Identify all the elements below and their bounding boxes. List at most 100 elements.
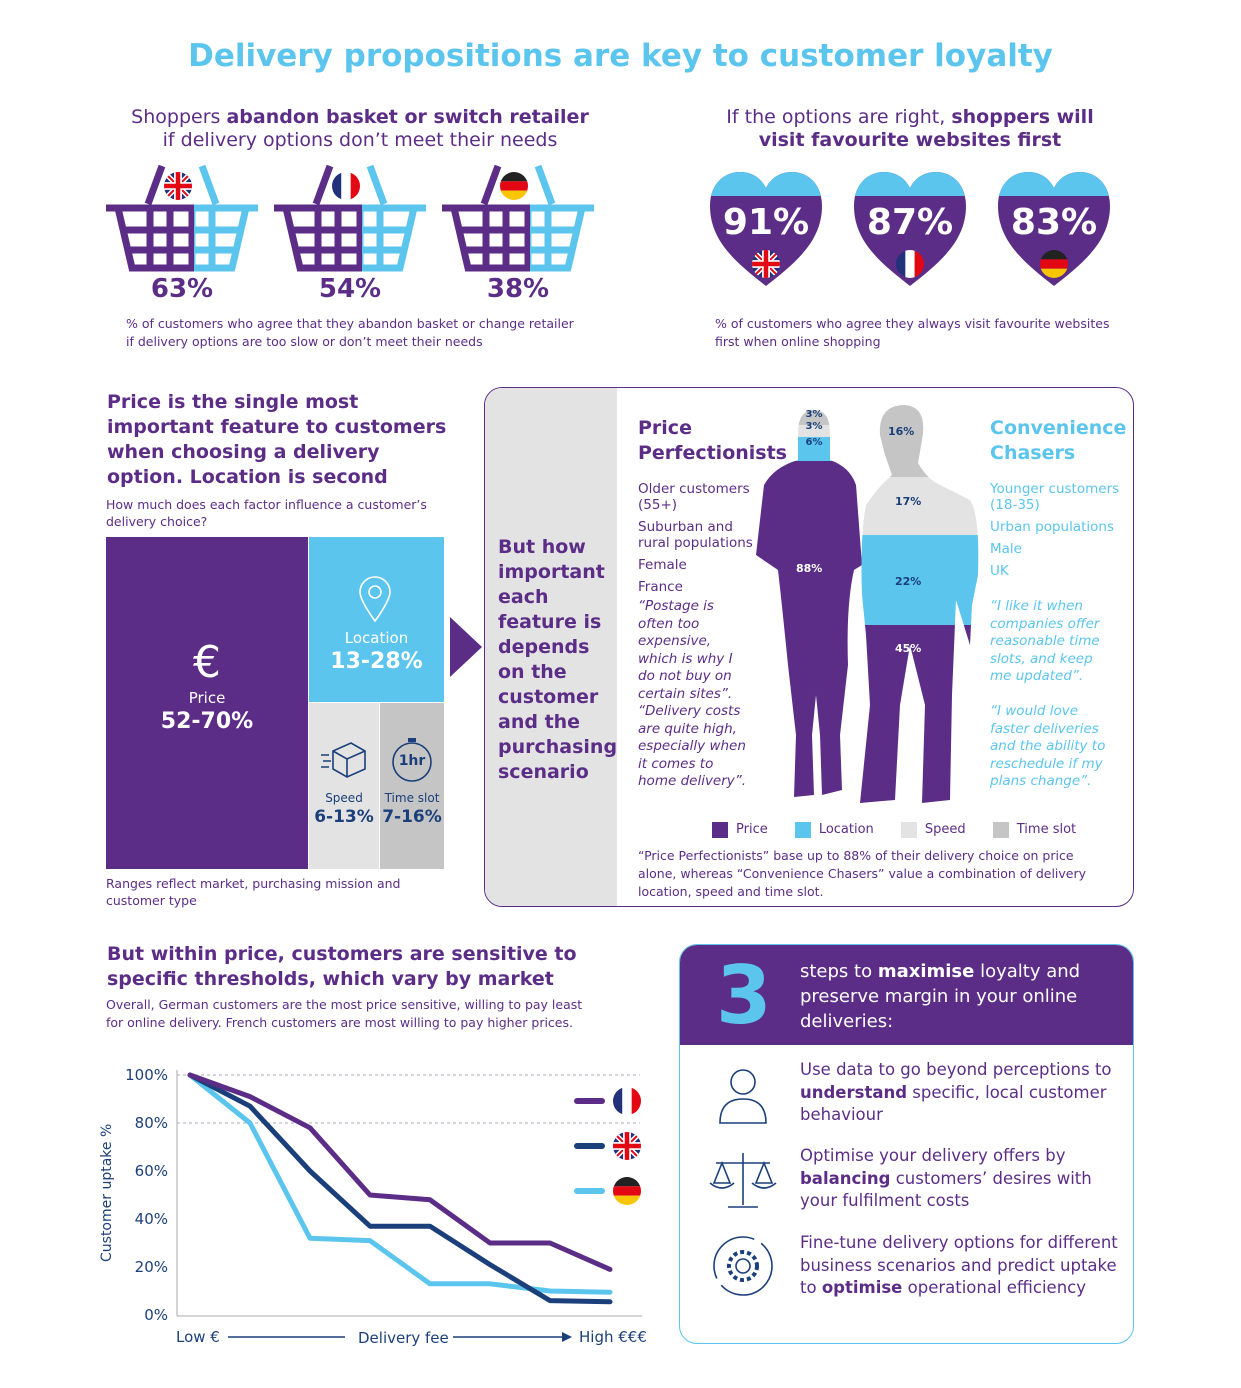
axis-arrowhead [562, 1332, 572, 1342]
pp-quote: “Delivery costs are quite high, especial… [638, 703, 747, 789]
legend-label: Price [736, 822, 768, 837]
factors-note: Ranges reflect market, purchasing missio… [106, 876, 401, 908]
x-low-label: Low € [176, 1328, 220, 1346]
man-time-slot-band [860, 405, 979, 477]
cc-trait: UK [990, 563, 1009, 579]
silhouettes [756, 405, 979, 803]
heart-uk: 91% [708, 172, 824, 288]
germany-flag [1040, 250, 1068, 282]
series-line-uk [187, 1072, 613, 1305]
pp-trait: Female [638, 557, 687, 573]
series-line-germany [187, 1072, 613, 1295]
y-tick-label: 100% [125, 1066, 168, 1084]
cc-traits: Younger customers (18-35) Urban populati… [990, 481, 1120, 585]
stopwatch-text: 1hr [398, 753, 426, 769]
segments-legend: Price Location Speed Time slot [712, 819, 1076, 838]
x-high-label: High €€€ [579, 1328, 647, 1346]
basket-uk: 63% [106, 160, 258, 310]
y-tick-label: 60% [135, 1162, 168, 1180]
treemap-location: Location 13-28% [309, 537, 444, 702]
cc-price-share: 45% [895, 642, 922, 655]
legend-label: Time slot [1016, 822, 1077, 837]
cc-location-share: 22% [895, 575, 922, 588]
cc-quote: “I would love faster deliveries and the … [990, 703, 1106, 789]
abandon-heading: Shoppers abandon basket or switch retail… [131, 106, 589, 151]
abandon-caption: % of customers who agree that they aband… [126, 316, 574, 349]
basket-germany: 38% [442, 160, 594, 310]
uk-flag [752, 250, 780, 282]
legend-label: Location [818, 822, 874, 837]
germany-flag [500, 172, 528, 204]
segments-footnote: “Price Perfectionists” base up to 88% of… [638, 848, 1087, 899]
y-tick-label: 20% [135, 1258, 168, 1276]
time-slot-range: 7-16% [382, 807, 442, 827]
abandon-percent: 63% [150, 274, 214, 304]
speed-range: 6-13% [314, 807, 374, 827]
france-flag [332, 172, 360, 204]
price-range: 52-70% [160, 709, 254, 734]
gear-cycle-icon [713, 1236, 773, 1296]
cc-trait: Male [990, 541, 1022, 557]
factors-heading: Price is the single most important featu… [107, 391, 447, 488]
step-3: Fine-tune delivery options for different… [800, 1233, 1118, 1297]
pp-time-slot-share: 3% [805, 409, 823, 420]
person-icon [719, 1069, 767, 1124]
france-flag [896, 250, 924, 282]
pp-title: Price Perfectionists [638, 417, 787, 464]
basket-france: 54% [274, 160, 426, 310]
steps-header: 3 steps to maximise loyalty and preserve… [680, 945, 1133, 1045]
series-line-france [187, 1072, 613, 1272]
heart-icon [998, 172, 1110, 286]
speed-label: Speed [325, 791, 363, 805]
euro-icon: € [193, 637, 221, 688]
treemap-time-slot: 1hr Time slot 7-16% [380, 703, 444, 869]
loyalty-percent: 83% [1010, 202, 1098, 243]
step-2: Optimise your delivery offers by balanci… [800, 1146, 1092, 1210]
stopwatch-icon [392, 738, 432, 782]
cc-title: Convenience Chasers [990, 417, 1127, 464]
y-tick-label: 0% [144, 1306, 168, 1324]
y-tick-label: 40% [135, 1210, 168, 1228]
y-axis-label: Customer uptake % [99, 1123, 115, 1262]
thresholds-sub: Overall, German customers are the most p… [106, 997, 583, 1030]
pp-quote: “Postage is often too expensive, which i… [638, 598, 733, 702]
heart-germany: 83% [996, 172, 1112, 288]
loyalty-heading: If the options are right, shoppers will v… [726, 106, 1094, 151]
cc-time-slot-share: 16% [888, 425, 915, 438]
location-label: Location [344, 629, 409, 647]
pp-trait: France [638, 579, 683, 595]
legend-label: Speed [924, 822, 966, 837]
y-tick-label: 80% [135, 1114, 168, 1132]
location-pin-icon [359, 576, 391, 623]
loyalty-percent: 87% [866, 202, 954, 243]
steps-panel: 3 steps to maximise loyalty and preserve… [679, 944, 1134, 1344]
pp-speed-share: 3% [805, 421, 823, 432]
panel-side [485, 388, 617, 906]
france-flag [613, 1087, 641, 1115]
legend-swatch-price [712, 821, 728, 838]
pp-trait: Older customers (55+) [638, 481, 750, 513]
pp-share-stack: 3% 3% 6% [800, 409, 828, 449]
legend-swatch-location [794, 821, 811, 838]
cc-quote: “I like it when companies offer reasonab… [990, 598, 1100, 684]
uptake-line-chart: 0% 20% 40% 60% 80% 100% [125, 1066, 642, 1342]
basket-icon [442, 164, 594, 272]
pp-traits: Older customers (55+) Suburban and rural… [638, 481, 758, 601]
treemap-speed: Speed 6-13% [309, 703, 379, 869]
segments-panel [484, 387, 1134, 907]
thresholds-heading: But within price, customers are sensitiv… [107, 943, 577, 990]
location-range: 13-28% [330, 649, 423, 674]
legend-swatch-time-slot [992, 821, 1009, 838]
parcel-icon [321, 742, 366, 778]
pp-location-share: 6% [805, 437, 823, 448]
segments-side-text: But how important each feature is depend… [498, 536, 618, 783]
cc-trait: Urban populations [990, 519, 1114, 535]
woman-price-band [756, 461, 862, 797]
loyalty-percent: 91% [722, 202, 810, 243]
steps-number: 3 [716, 949, 772, 1042]
cc-speed-share: 17% [895, 495, 922, 508]
treemap-price: € Price 52-70% [106, 537, 308, 869]
cc-trait: Younger customers (18-35) [990, 481, 1120, 513]
germany-flag [613, 1177, 641, 1205]
arrow-right-icon [450, 617, 482, 677]
